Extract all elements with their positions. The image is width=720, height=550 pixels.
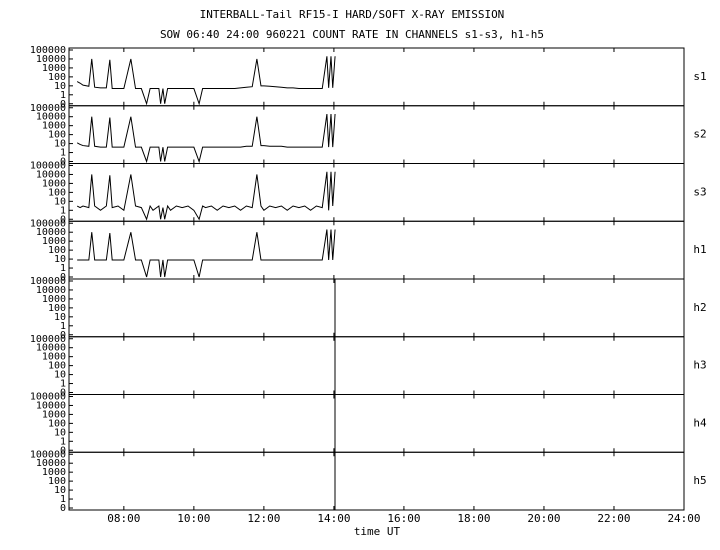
- y-tick-label: 1: [60, 205, 66, 216]
- data-line: [76, 171, 336, 221]
- panel-label: h3: [693, 359, 706, 372]
- y-tick-label: 1000: [42, 409, 66, 420]
- y-tick-label: 10: [54, 312, 66, 323]
- y-tick-label: 1000: [42, 467, 66, 478]
- y-tick-label: 1000: [42, 352, 66, 363]
- panel-label: s3: [693, 185, 706, 198]
- y-tick-label: 100000: [30, 45, 66, 56]
- y-tick-label: 10000: [36, 343, 66, 354]
- y-tick-label: 100: [48, 130, 66, 141]
- y-tick-label: 10000: [36, 458, 66, 469]
- y-tick-label: 1: [60, 379, 66, 390]
- x-tick-label: 24:00: [667, 512, 700, 525]
- y-tick-label: 1000: [42, 63, 66, 74]
- y-tick-label: 1: [60, 148, 66, 159]
- x-tick-label: 14:00: [317, 512, 350, 525]
- y-tick-label: 1000: [42, 121, 66, 132]
- y-tick-label: 1: [60, 90, 66, 101]
- y-tick-label: 1: [60, 263, 66, 274]
- chart-title: INTERBALL-Tail RF15-I HARD/SOFT X-RAY EM…: [200, 8, 505, 21]
- y-tick-label: 10: [54, 254, 66, 265]
- y-tick-label: 100000: [30, 449, 66, 460]
- y-tick-label: 0: [60, 445, 66, 456]
- x-tick-label: 12:00: [247, 512, 280, 525]
- y-tick-label: 10000: [36, 285, 66, 296]
- y-tick-label: 100: [48, 187, 66, 198]
- y-tick-label: 100000: [30, 218, 66, 229]
- y-tick-label: 10: [54, 370, 66, 381]
- y-tick-label: 1: [60, 436, 66, 447]
- x-tick-label: 08:00: [107, 512, 140, 525]
- y-tick-label: 100000: [30, 103, 66, 114]
- y-tick-label: 10000: [36, 169, 66, 180]
- panel-label: h4: [693, 416, 707, 429]
- x-tick-label: 16:00: [387, 512, 420, 525]
- data-line: [76, 113, 336, 164]
- y-tick-label: 0: [60, 388, 66, 399]
- y-tick-label: 100: [48, 303, 66, 314]
- y-tick-label: 10: [54, 485, 66, 496]
- x-tick-label: 10:00: [177, 512, 210, 525]
- y-tick-label: 100: [48, 476, 66, 487]
- y-tick-label: 10: [54, 139, 66, 150]
- panel-label: h1: [693, 243, 706, 256]
- y-tick-label: 1: [60, 494, 66, 505]
- y-tick-label: 1000: [42, 294, 66, 305]
- y-tick-label: 100000: [30, 161, 66, 172]
- y-tick-label: 0: [60, 330, 66, 341]
- y-tick-label: 100: [48, 418, 66, 429]
- y-tick-label: 0: [60, 503, 66, 514]
- y-tick-label: 1000: [42, 236, 66, 247]
- x-tick-label: 22:00: [597, 512, 630, 525]
- y-tick-label: 0: [60, 214, 66, 225]
- y-tick-label: 100000: [30, 334, 66, 345]
- panel-label: s2: [693, 128, 706, 141]
- y-tick-label: 100000: [30, 276, 66, 287]
- panel-label: s1: [693, 70, 706, 83]
- y-tick-label: 0: [60, 99, 66, 110]
- y-tick-label: 10: [54, 427, 66, 438]
- y-tick-label: 100: [48, 72, 66, 83]
- panel-label: h5: [693, 474, 706, 487]
- chart-subtitle: SOW 06:40 24:00 960221 COUNT RATE IN CHA…: [160, 28, 544, 41]
- y-tick-label: 10: [54, 81, 66, 92]
- data-line: [77, 229, 336, 278]
- y-tick-label: 100: [48, 245, 66, 256]
- y-tick-label: 0: [60, 157, 66, 168]
- y-tick-label: 10000: [36, 400, 66, 411]
- y-tick-label: 100: [48, 361, 66, 372]
- y-tick-label: 1000: [42, 178, 66, 189]
- y-tick-label: 100000: [30, 392, 66, 403]
- panel-label: h2: [693, 301, 706, 314]
- data-line: [76, 56, 336, 106]
- y-tick-label: 1: [60, 321, 66, 332]
- y-tick-label: 10: [54, 196, 66, 207]
- y-tick-label: 10000: [36, 54, 66, 65]
- y-tick-label: 10000: [36, 112, 66, 123]
- x-tick-label: 18:00: [457, 512, 490, 525]
- x-axis-label: time UT: [354, 525, 401, 538]
- y-tick-label: 0: [60, 272, 66, 283]
- x-tick-label: 20:00: [527, 512, 560, 525]
- y-tick-label: 10000: [36, 227, 66, 238]
